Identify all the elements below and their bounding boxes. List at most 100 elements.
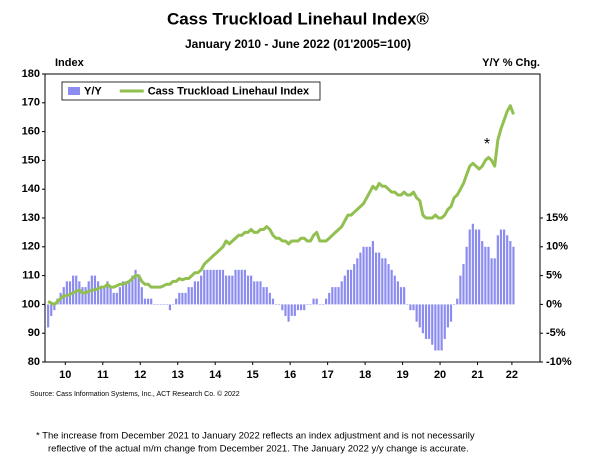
bar (159, 304, 162, 305)
bar (502, 229, 506, 305)
x-tick-label: 20 (434, 369, 446, 381)
bar (196, 281, 200, 305)
y-tick-label: 90 (28, 327, 40, 339)
bar (100, 287, 103, 305)
bar (446, 304, 449, 328)
y-tick-label: 80 (28, 356, 40, 368)
bar (218, 269, 221, 305)
y2-tick-label: 5% (546, 270, 562, 282)
x-tick-label: 19 (396, 369, 408, 381)
bar (278, 304, 281, 305)
bar (290, 304, 293, 316)
bar (271, 298, 275, 305)
bar (493, 258, 496, 305)
bar (118, 287, 122, 305)
x-tick-label: 12 (134, 369, 146, 381)
x-tick-label: 17 (322, 369, 334, 381)
bar (137, 275, 140, 305)
y-tick-label: 180 (22, 68, 40, 80)
x-tick-label: 16 (284, 369, 296, 381)
bar (153, 304, 156, 305)
bar (362, 246, 365, 305)
bar (474, 229, 478, 305)
y-tick-label: 150 (22, 154, 40, 166)
legend-label: Y/Y (84, 85, 102, 97)
bar (309, 304, 312, 305)
bar (328, 292, 331, 305)
bar (215, 269, 218, 305)
bar (84, 287, 87, 305)
bar (190, 287, 193, 305)
x-tick-label: 13 (172, 369, 184, 381)
chart-title: Cass Truckload Linehaul Index® (167, 9, 429, 28)
y-tick-label: 160 (22, 126, 40, 138)
bar (81, 287, 84, 305)
bar (246, 275, 250, 305)
bar (468, 229, 471, 305)
bar (512, 246, 515, 305)
bar (456, 298, 459, 305)
bar (284, 304, 287, 316)
x-tick-label: 18 (359, 369, 371, 381)
bar (349, 269, 353, 305)
bar (453, 304, 456, 305)
bar (481, 241, 484, 305)
y-tick-label: 110 (22, 270, 40, 282)
x-tick-label: 22 (506, 369, 518, 381)
bar (193, 281, 196, 305)
bar (109, 287, 112, 305)
bar (250, 275, 253, 305)
bar (412, 304, 415, 311)
bar (253, 281, 256, 305)
bar (225, 275, 228, 305)
bar (415, 304, 418, 322)
bar (431, 304, 434, 345)
bar (337, 287, 340, 305)
y-tick-label: 140 (22, 183, 40, 195)
bar (103, 287, 106, 305)
bar (53, 304, 56, 311)
bar (462, 264, 465, 305)
y2-tick-label: 0% (546, 298, 562, 310)
x-tick-label: 11 (97, 369, 109, 381)
x-tick-label: 15 (247, 369, 259, 381)
bar (184, 292, 187, 305)
bar (312, 298, 315, 305)
bar (134, 269, 137, 305)
chart-subtitle: January 2010 - June 2022 (01'2005=100) (185, 37, 411, 51)
bar (115, 292, 118, 305)
footnote: * The increase from December 2021 to Jan… (36, 431, 475, 442)
legend-box (61, 81, 321, 101)
bar (303, 304, 306, 311)
bar (409, 304, 412, 311)
bar (243, 269, 246, 305)
bar (78, 281, 81, 305)
bar (175, 298, 178, 305)
bar (387, 264, 390, 305)
bar (424, 304, 428, 339)
bar (125, 281, 128, 305)
bar (340, 281, 343, 305)
source: Source: Cass Information Systems, Inc., … (30, 390, 240, 398)
bar (428, 304, 431, 339)
bar (140, 287, 143, 305)
bar (487, 246, 490, 305)
bar (181, 292, 184, 305)
bar (471, 223, 474, 305)
bar (178, 292, 181, 305)
bar (128, 281, 131, 305)
bar (399, 287, 403, 305)
y-axis-title: Index (55, 57, 85, 69)
bar (96, 281, 100, 305)
bar (106, 281, 109, 305)
bar (212, 269, 215, 305)
bar (365, 246, 368, 305)
bar (168, 304, 172, 311)
bar (256, 281, 259, 305)
bar (143, 298, 147, 305)
bar (443, 304, 446, 339)
bar (131, 275, 134, 305)
bar (287, 304, 290, 322)
bar (381, 258, 384, 305)
